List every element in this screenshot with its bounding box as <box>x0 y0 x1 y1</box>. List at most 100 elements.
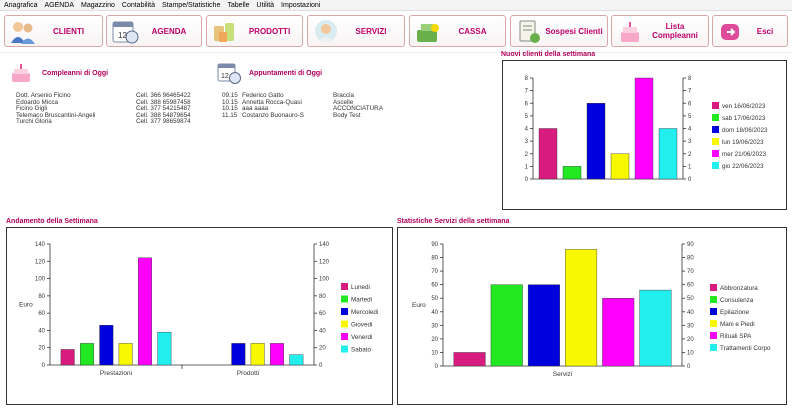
legend-swatch <box>710 344 717 351</box>
y-tick-label-right: 7 <box>688 89 692 95</box>
y-tick-label-right: 0 <box>687 364 691 370</box>
products-button-label: PRODOTTI <box>248 26 291 36</box>
weekly-trend-chart-title: Andamento della Settimana <box>6 218 98 225</box>
bar <box>270 343 284 366</box>
clients-button[interactable]: CLIENTI <box>4 15 103 47</box>
list-item[interactable]: Edoardo Micca Cell. 388 65987458 <box>16 98 191 107</box>
legend-label: Rituali SPA <box>720 333 752 340</box>
birthday-name: Edoardo Micca <box>16 98 58 106</box>
y-tick-label-right: 10 <box>687 350 694 356</box>
agenda-button[interactable]: 12 AGENDA <box>106 15 202 47</box>
y-tick-label-right: 40 <box>687 310 694 316</box>
legend-swatch <box>712 162 719 169</box>
bar <box>250 343 265 366</box>
appointment-time: 10.15 <box>222 105 238 112</box>
menu-anagrafica[interactable]: Anagrafica <box>4 1 38 9</box>
y-tick-label-right: 8 <box>688 76 692 82</box>
birthday-cake-icon <box>12 64 30 82</box>
bar <box>60 349 75 366</box>
legend-swatch <box>341 345 348 353</box>
services-stats-chart: 0 0 10 10 20 20 30 30 40 40 50 50 60 60 70 70 80 80 90 90 Eu… <box>412 242 771 378</box>
bar <box>490 284 523 367</box>
birthdays-title: Compleanni di Oggi <box>42 70 109 77</box>
list-item[interactable]: Dott. Arsenio Ficino Cell. 366 96465422 <box>16 92 191 100</box>
menu-agenda[interactable]: AGENDA <box>44 1 75 9</box>
list-item[interactable]: 10.15 Annetta Rocca-Quasi Ascelle <box>222 99 383 107</box>
cash-register-icon <box>417 24 439 42</box>
menu-tabelle[interactable]: Tabelle <box>227 1 250 9</box>
x-tick-label: Servizi <box>553 371 573 378</box>
y-tick-label-right: 80 <box>319 294 326 300</box>
list-item[interactable]: Turchi Gloria Cell. 377 98659874 <box>16 118 191 126</box>
legend-swatch <box>341 333 348 340</box>
birthday-phone: Cell. 366 96465422 <box>136 92 191 99</box>
bar <box>289 354 304 366</box>
bar <box>453 352 486 367</box>
calendar-clock-icon: 12 <box>217 63 241 84</box>
weekly-trend-chart-panel: 0 0 20 20 40 40 60 60 80 80 100 100 120 120 140 140 Euro… <box>6 227 393 405</box>
y-tick-label-right: 50 <box>687 296 694 302</box>
svg-text:12: 12 <box>221 73 229 80</box>
y-tick-label-right: 100 <box>319 277 330 283</box>
menu-contabilita[interactable]: Contabilità <box>121 1 155 9</box>
list-item[interactable]: 11.15 Costanzo Buonauro-S Body Test <box>222 112 383 120</box>
y-tick-label-right: 60 <box>319 311 326 317</box>
y-tick-label-right: 1 <box>688 164 692 170</box>
y-tick-label-left: 0 <box>525 177 529 183</box>
y-tick-label-left: 120 <box>35 259 46 265</box>
services-stats-chart-panel: 0 0 10 10 20 20 30 30 40 40 50 50 60 60 70 70 80 80 90 90 Eu… <box>397 227 787 405</box>
cash-button[interactable]: CASSA <box>409 15 506 47</box>
list-item[interactable]: 10.15 aaa aaaa ACCONCIATURA <box>222 105 383 113</box>
exit-button-label: Esci <box>756 26 774 36</box>
legend-label: sab 17/06/2023 <box>722 115 766 122</box>
list-item[interactable]: Telemaco Bruscantini-Angeli Cell. 388 548… <box>16 111 191 120</box>
legend-label: Abbronzatura <box>720 285 758 292</box>
y-tick-label-left: 1 <box>525 164 529 170</box>
y-tick-label-right: 3 <box>688 139 692 145</box>
products-button[interactable]: PRODOTTI <box>206 15 303 47</box>
legend-swatch <box>341 283 348 290</box>
y-tick-label-right: 0 <box>319 363 323 369</box>
y-tick-label-left: 0 <box>435 364 439 370</box>
calendar-icon: 12 <box>112 21 139 44</box>
birthday-phone: Cell. 388 54879654 <box>136 111 191 119</box>
y-tick-label-right: 20 <box>687 337 694 343</box>
bar <box>99 325 114 366</box>
appointment-client: aaa aaaa <box>242 105 269 112</box>
x-tick-label: Prestazioni <box>100 370 132 377</box>
list-item[interactable]: Ficino Gigli Cell. 377 54215487 <box>16 105 191 113</box>
list-item[interactable]: 09.15 Federico Gatto Braccia <box>222 92 383 100</box>
birthday-list-button[interactable]: Lista Compleanni <box>611 15 709 47</box>
legend-label: Epilazione <box>720 309 750 316</box>
legend-label: Giovedi <box>351 322 372 329</box>
clients-icon <box>11 22 35 44</box>
legend-swatch <box>712 138 719 145</box>
y-tick-label-right: 80 <box>687 256 694 262</box>
pending-clients-button[interactable]: Sospesi Clienti <box>510 15 608 47</box>
y-tick-label-left: 90 <box>431 242 438 248</box>
new-clients-chart-title: Nuovi clienti della settimana <box>501 51 596 58</box>
legend-label: Lunedi <box>351 284 370 291</box>
y-tick-label-left: 80 <box>431 256 438 262</box>
legend-label: mer 21/06/2023 <box>722 151 767 158</box>
birthday-name: Dott. Arsenio Ficino <box>16 92 71 99</box>
y-tick-label-right: 20 <box>319 346 326 352</box>
exit-button[interactable]: Esci <box>712 15 788 47</box>
legend-label: gio 22/06/2023 <box>722 163 764 170</box>
legend-swatch <box>710 308 717 315</box>
legend-swatch <box>710 320 717 327</box>
toolbar-divider <box>0 52 792 53</box>
menu-magazzino[interactable]: Magazzino <box>81 1 115 9</box>
services-button[interactable]: SERVIZI <box>307 15 405 47</box>
menu-stampe-statistiche[interactable]: Stampe/Statistiche <box>161 1 221 9</box>
x-tick-label: Prodotti <box>237 370 259 377</box>
legend-swatch <box>710 332 717 339</box>
menu-utilita[interactable]: Utilità <box>256 1 275 9</box>
menu-impostazioni[interactable]: Impostazioni <box>281 1 321 9</box>
legend-swatch <box>341 295 348 303</box>
birthday-phone: Cell. 377 54215487 <box>136 105 191 112</box>
legend-label: dom 18/06/2023 <box>722 127 768 134</box>
birthday-name: Telemaco Bruscantini-Angeli <box>16 111 96 119</box>
y-tick-label-right: 0 <box>688 177 692 183</box>
y-tick-label-left: 10 <box>431 350 438 356</box>
